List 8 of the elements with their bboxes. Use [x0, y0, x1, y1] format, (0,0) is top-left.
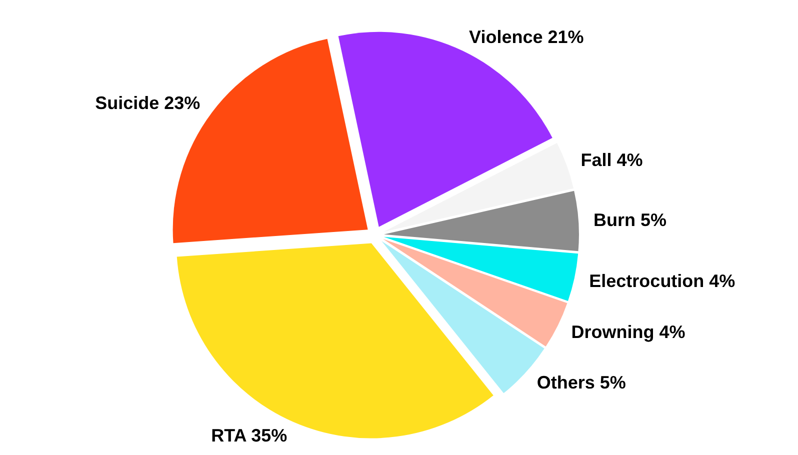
slice-label: Others 5%	[536, 372, 626, 393]
slice-label: Electrocution 4%	[589, 270, 736, 291]
slice-label: Suicide 23%	[95, 93, 200, 114]
slice-label: RTA 35%	[211, 426, 288, 446]
slice-label: Fall 4%	[580, 150, 643, 170]
slice-label: Burn 5%	[593, 210, 666, 230]
slice-label: Drowning 4%	[571, 322, 686, 342]
slice-label: Violence 21%	[469, 27, 584, 48]
